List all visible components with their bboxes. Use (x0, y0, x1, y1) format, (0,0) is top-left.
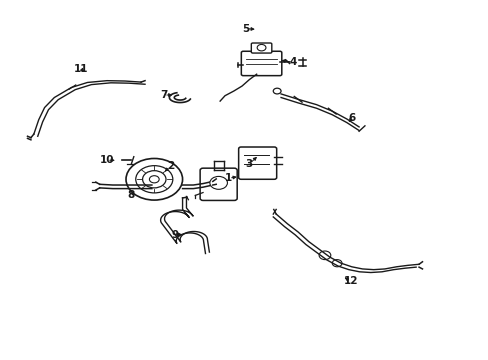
Text: 9: 9 (171, 230, 179, 239)
FancyBboxPatch shape (251, 43, 271, 53)
Text: 12: 12 (343, 276, 357, 286)
Text: 4: 4 (289, 57, 296, 67)
Text: 5: 5 (242, 24, 249, 34)
FancyBboxPatch shape (241, 51, 281, 76)
Circle shape (142, 171, 165, 188)
FancyBboxPatch shape (238, 147, 276, 179)
Text: 10: 10 (100, 155, 114, 165)
Circle shape (149, 176, 159, 183)
Text: 6: 6 (347, 113, 355, 123)
Text: 7: 7 (160, 90, 167, 100)
Text: 3: 3 (245, 159, 252, 169)
Text: 11: 11 (74, 64, 88, 74)
FancyBboxPatch shape (200, 168, 237, 201)
Circle shape (126, 158, 182, 200)
Text: 8: 8 (127, 190, 135, 200)
Circle shape (273, 88, 281, 94)
Text: 2: 2 (166, 161, 174, 171)
Circle shape (257, 44, 265, 51)
Text: 1: 1 (225, 173, 232, 183)
Circle shape (136, 166, 172, 193)
Circle shape (209, 176, 227, 189)
